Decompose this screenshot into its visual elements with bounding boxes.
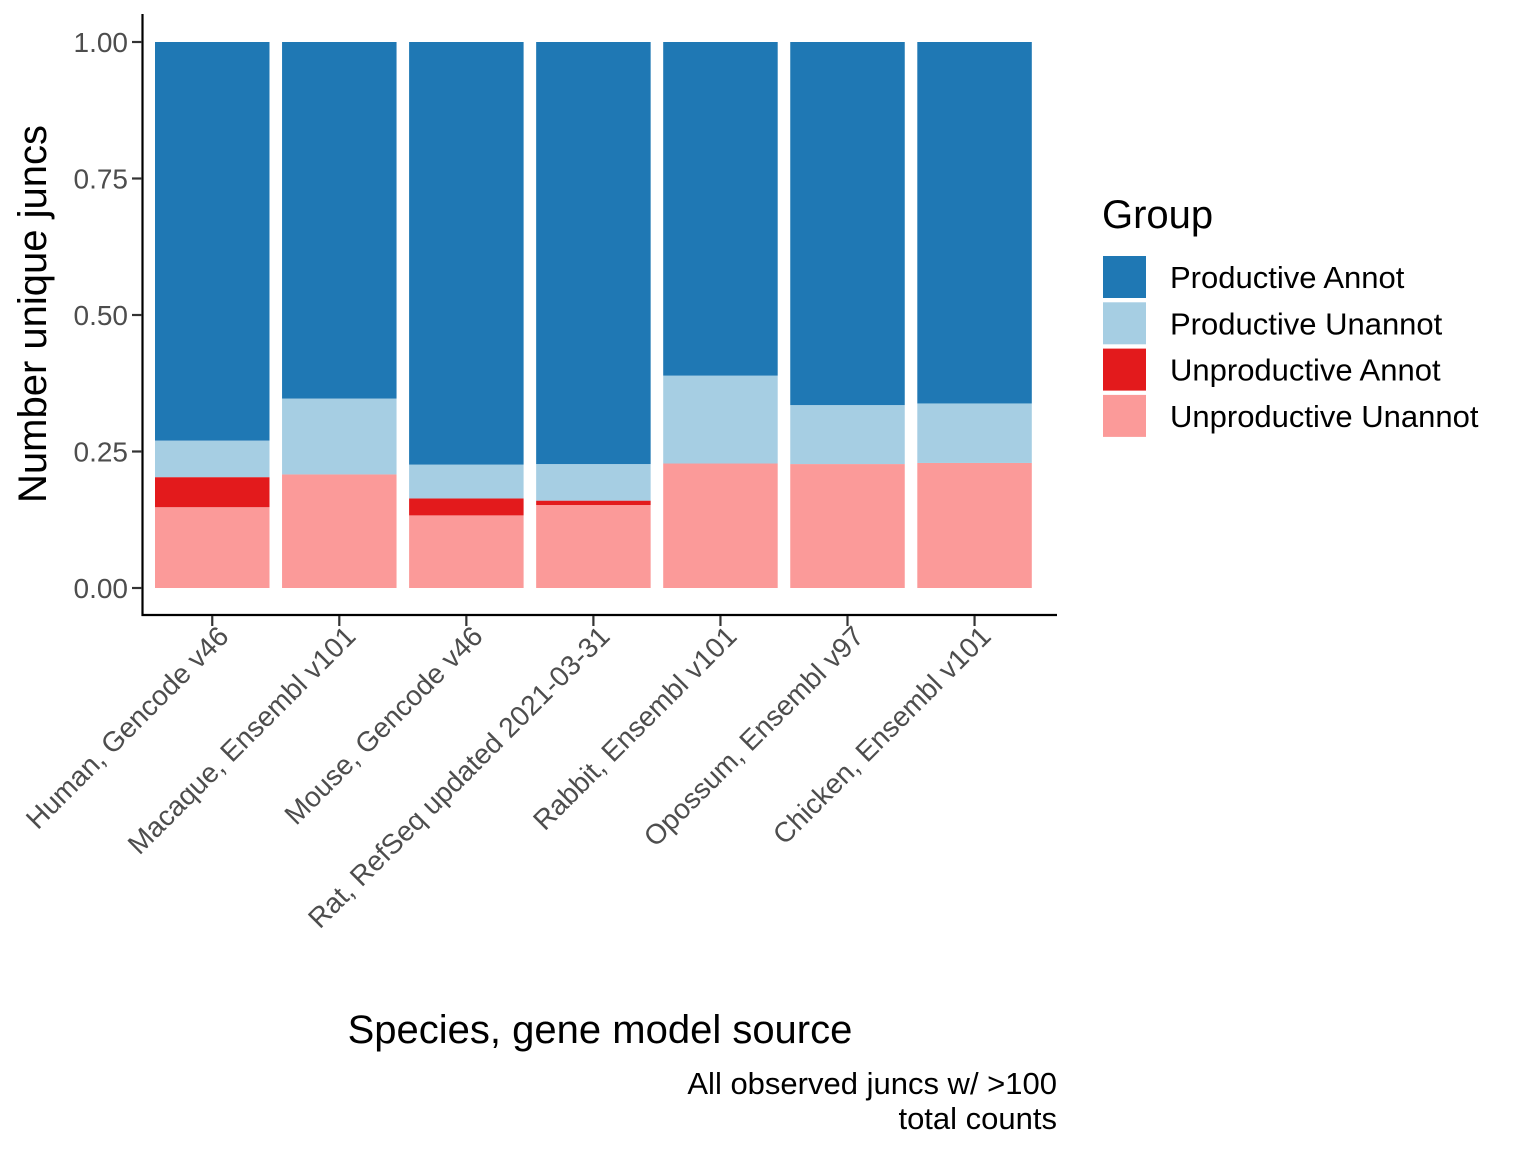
bar-macaque-ensembl-v101-productive-unannot bbox=[282, 398, 397, 475]
legend-swatch-productive-unannot bbox=[1103, 302, 1146, 345]
axes-layer bbox=[141, 14, 1057, 617]
bar-chicken-ensembl-v101-unproductive-unannot bbox=[917, 462, 1032, 588]
legend-title: Group bbox=[1102, 193, 1213, 237]
y-tick-label: 0.50 bbox=[74, 300, 129, 331]
legend-label-productive-unannot: Productive Unannot bbox=[1170, 306, 1443, 341]
x-tick-label: Macaque, Ensembl v101 bbox=[122, 620, 362, 860]
x-tick-label: Chicken, Ensembl v101 bbox=[767, 620, 997, 850]
bar-rat-refseq-updated-2021-03-31-unproductive-annot bbox=[536, 500, 651, 506]
bar-opossum-ensembl-v97-productive-unannot bbox=[790, 405, 905, 465]
caption-line-1: All observed juncs w/ >100 bbox=[687, 1066, 1057, 1101]
bar-human-gencode-v46-unproductive-unannot bbox=[155, 507, 270, 588]
legend-swatch-unproductive-unannot bbox=[1103, 394, 1146, 437]
bar-rat-refseq-updated-2021-03-31-productive-unannot bbox=[536, 464, 651, 501]
bar-chicken-ensembl-v101-productive-annot bbox=[917, 42, 1032, 404]
legend-label-productive-annot: Productive Annot bbox=[1170, 260, 1405, 295]
bar-opossum-ensembl-v97-unproductive-unannot bbox=[790, 464, 905, 588]
bar-rat-refseq-updated-2021-03-31-productive-annot bbox=[536, 42, 651, 465]
bar-macaque-ensembl-v101-unproductive-unannot bbox=[282, 474, 397, 588]
y-tick-label: 1.00 bbox=[74, 27, 129, 58]
bar-rabbit-ensembl-v101-unproductive-unannot bbox=[663, 463, 778, 588]
x-axis-title: Species, gene model source bbox=[348, 1008, 853, 1052]
legend: Group Productive Annot Productive Unannot… bbox=[1102, 193, 1479, 437]
legend-swatch-unproductive-annot bbox=[1103, 348, 1146, 391]
bar-chicken-ensembl-v101-productive-unannot bbox=[917, 403, 1032, 463]
bar-rabbit-ensembl-v101-productive-annot bbox=[663, 42, 778, 376]
y-ticks: 0.00 0.25 0.50 0.75 1.00 bbox=[74, 27, 142, 604]
y-axis-title: Number unique juncs bbox=[11, 125, 55, 503]
legend-swatch-productive-annot bbox=[1103, 256, 1146, 298]
bars-layer bbox=[155, 42, 1032, 588]
x-tick-label: Human, Gencode v46 bbox=[20, 620, 235, 835]
bar-mouse-gencode-v46-productive-unannot bbox=[409, 464, 524, 499]
caption: All observed juncs w/ >100 total counts bbox=[687, 1066, 1057, 1136]
bar-rabbit-ensembl-v101-productive-unannot bbox=[663, 375, 778, 464]
bar-human-gencode-v46-productive-annot bbox=[155, 42, 270, 441]
caption-line-2: total counts bbox=[898, 1101, 1057, 1136]
bar-mouse-gencode-v46-unproductive-unannot bbox=[409, 515, 524, 588]
bar-human-gencode-v46-unproductive-annot bbox=[155, 477, 270, 508]
legend-label-unproductive-annot: Unproductive Annot bbox=[1170, 353, 1441, 388]
bar-mouse-gencode-v46-unproductive-annot bbox=[409, 498, 524, 516]
bar-mouse-gencode-v46-productive-annot bbox=[409, 42, 524, 465]
bar-macaque-ensembl-v101-productive-annot bbox=[282, 42, 397, 399]
x-tick-label: Rabbit, Ensembl v101 bbox=[527, 620, 743, 836]
bar-human-gencode-v46-productive-unannot bbox=[155, 440, 270, 478]
bar-rat-refseq-updated-2021-03-31-unproductive-unannot bbox=[536, 505, 651, 588]
x-tick-label: Opossum, Ensembl v97 bbox=[638, 620, 870, 852]
y-tick-label: 0.75 bbox=[74, 164, 129, 195]
legend-label-unproductive-unannot: Unproductive Unannot bbox=[1170, 399, 1479, 434]
legend-items: Productive Annot Productive Unannot Unprod… bbox=[1103, 256, 1479, 437]
y-tick-label: 0.25 bbox=[74, 437, 129, 468]
y-tick-label: 0.00 bbox=[74, 573, 129, 604]
bar-opossum-ensembl-v97-productive-annot bbox=[790, 42, 905, 406]
